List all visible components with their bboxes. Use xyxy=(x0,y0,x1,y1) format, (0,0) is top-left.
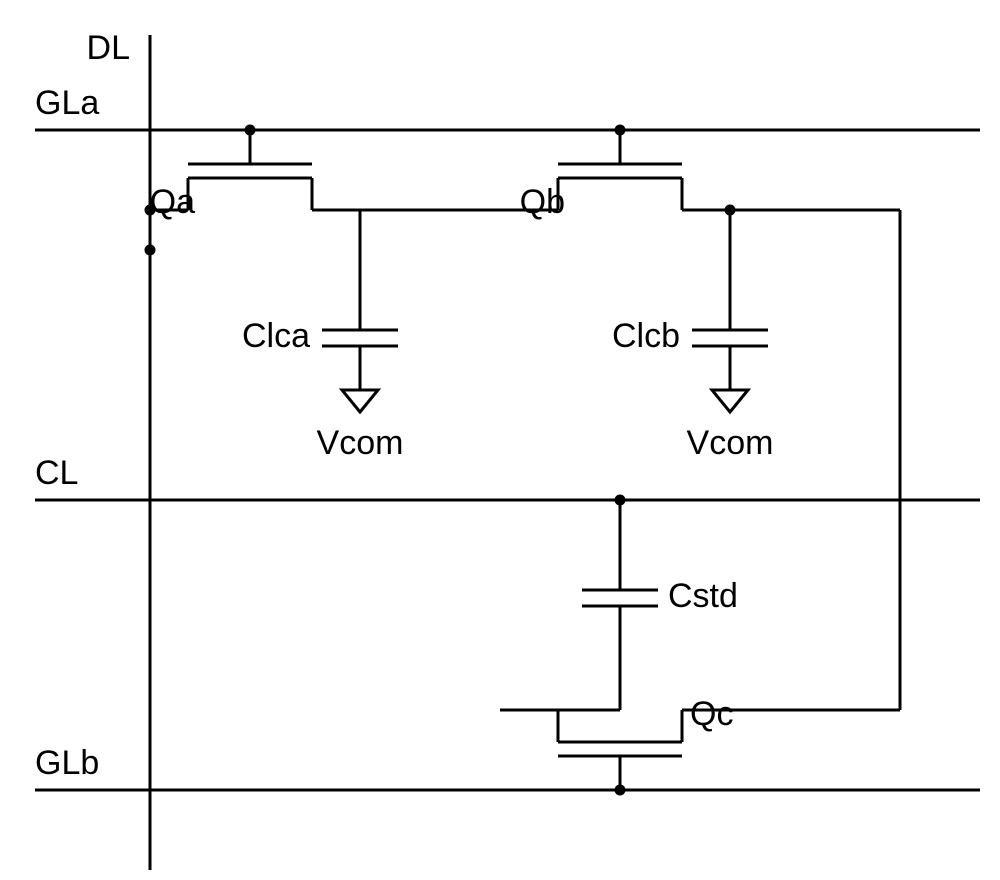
label-GLb: GLb xyxy=(35,744,99,782)
label-Clca: Clca xyxy=(242,317,310,355)
circuit-schematic: DL GLa CL GLb Qa Clca Vcom Qb Clcb Vcom Cstd Qc xyxy=(0,0,1000,880)
dot-DL-extra xyxy=(145,245,156,256)
label-Vcom-b: Vcom xyxy=(687,424,774,462)
label-GLa: GLa xyxy=(35,84,99,122)
label-Qb: Qb xyxy=(520,183,565,221)
label-Qa: Qa xyxy=(150,183,195,221)
vcom-Clcb xyxy=(712,390,748,412)
label-DL: DL xyxy=(87,29,130,67)
label-Cstd: Cstd xyxy=(668,577,738,615)
dot-Qc-gate xyxy=(615,785,626,796)
label-CL: CL xyxy=(35,454,78,492)
label-Clcb: Clcb xyxy=(612,317,680,355)
vcom-Clca xyxy=(342,390,378,412)
label-Qc: Qc xyxy=(690,695,733,733)
label-Vcom-a: Vcom xyxy=(317,424,404,462)
dot-Qb-source xyxy=(725,205,736,216)
dot-Qa-gate xyxy=(245,125,256,136)
dot-Qb-gate xyxy=(615,125,626,136)
